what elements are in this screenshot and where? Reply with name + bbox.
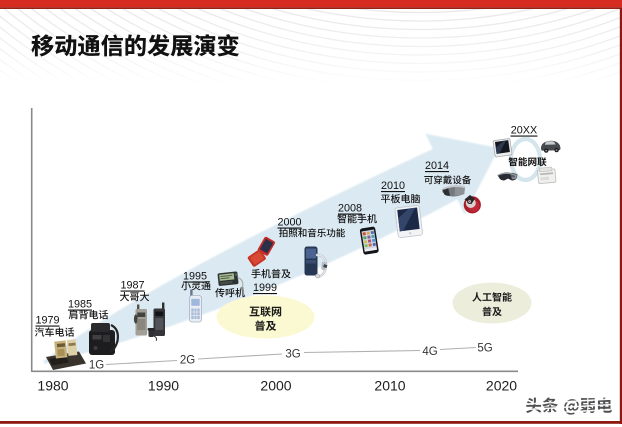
svg-text:2000: 2000 [260, 378, 291, 394]
svg-text:3G: 3G [285, 349, 300, 361]
svg-text:2G: 2G [180, 355, 195, 367]
svg-text:1985: 1985 [68, 299, 92, 311]
svg-text:1G: 1G [89, 360, 104, 372]
svg-text:1979: 1979 [35, 315, 59, 327]
svg-text:5G: 5G [477, 343, 492, 355]
svg-text:2010: 2010 [374, 378, 405, 394]
svg-text:1980: 1980 [37, 378, 68, 394]
svg-text:2014: 2014 [425, 160, 449, 172]
svg-text:1995: 1995 [183, 271, 207, 283]
svg-text:20XX: 20XX [511, 125, 537, 137]
svg-text:2000: 2000 [277, 217, 301, 229]
svg-text:1987: 1987 [120, 280, 144, 292]
svg-text:2010: 2010 [381, 180, 405, 192]
svg-text:2008: 2008 [338, 203, 362, 215]
svg-text:1990: 1990 [148, 378, 179, 394]
svg-text:2020: 2020 [486, 378, 517, 394]
svg-text:4G: 4G [422, 346, 437, 358]
svg-text:1999: 1999 [253, 282, 277, 294]
